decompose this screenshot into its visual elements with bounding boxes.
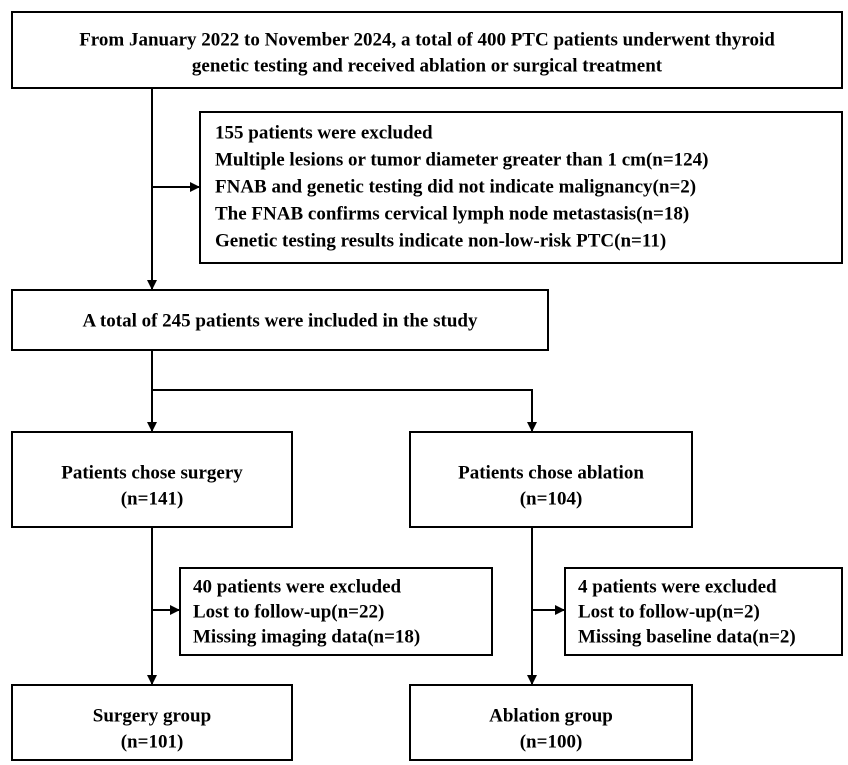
node-text: (n=141) [121, 488, 184, 509]
node-text: Ablation group [489, 705, 613, 726]
node-box [179, 567, 493, 656]
node-text: Patients chose surgery [61, 462, 243, 483]
node: Patients chose ablation (n=104) [409, 431, 693, 528]
node: 155 patients were excluded Multiple lesio… [199, 111, 843, 264]
node-text: genetic testing and received ablation or… [192, 55, 663, 76]
connectors [147, 88, 565, 685]
node-box [409, 684, 693, 761]
node: From January 2022 to November 2024, a to… [11, 11, 843, 89]
node: Patients chose surgery (n=141) [11, 431, 293, 528]
node: 4 patients were excluded Lost to follow-u… [564, 567, 843, 656]
node-text: (n=104) [520, 488, 583, 509]
node-text: Missing baseline data(n=2) [578, 626, 796, 647]
node-box [11, 684, 293, 761]
node-box [199, 111, 843, 264]
node: A total of 245 patients were included in… [11, 289, 549, 351]
node-box [11, 431, 293, 528]
node-text: 40 patients were excluded [193, 576, 402, 597]
node-text: 155 patients were excluded [215, 122, 433, 143]
node-text: Missing imaging data(n=18) [193, 626, 420, 647]
node-box [564, 567, 843, 656]
node-text: (n=101) [121, 731, 184, 752]
node-box [11, 11, 843, 89]
node-text: Multiple lesions or tumor diameter great… [215, 149, 709, 170]
node: 40 patients were excluded Lost to follow-… [179, 567, 493, 656]
node-text: Surgery group [93, 705, 211, 726]
node-text: Genetic testing results indicate non-low… [215, 230, 666, 251]
boxes: From January 2022 to November 2024, a to… [11, 11, 843, 761]
node-box [11, 289, 549, 351]
node-box [409, 431, 693, 528]
node-text: Patients chose ablation [458, 462, 644, 483]
node-text: Lost to follow-up(n=22) [193, 601, 384, 622]
arrow [152, 389, 537, 432]
node-text: A total of 245 patients were included in… [83, 310, 478, 331]
node-text: 4 patients were excluded [578, 576, 777, 597]
node-text: (n=100) [520, 731, 583, 752]
node-text: From January 2022 to November 2024, a to… [79, 29, 775, 50]
node-text: FNAB and genetic testing did not indicat… [215, 176, 696, 197]
node-text: Lost to follow-up(n=2) [578, 601, 760, 622]
node: Ablation group (n=100) [409, 684, 693, 761]
node-text: The FNAB confirms cervical lymph node me… [215, 203, 689, 224]
node: Surgery group (n=101) [11, 684, 293, 761]
